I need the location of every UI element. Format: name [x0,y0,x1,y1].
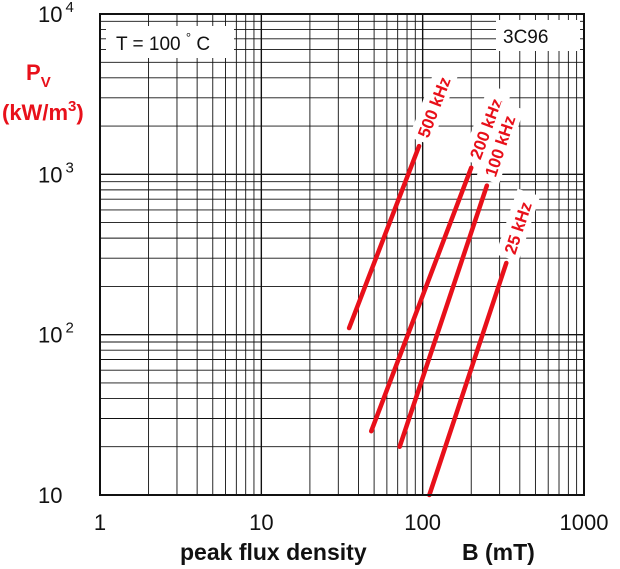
x-axis-label-right: B (mT) [462,539,535,565]
series-line [346,143,422,331]
series-line [427,260,509,498]
y-tick-base: 10 [38,2,62,27]
y-tick-exponent: 3 [65,159,73,176]
series-label: 500 kHz [414,74,454,140]
y-tick-base: 10 [38,483,62,508]
x-tick-label: 1000 [560,510,609,535]
y-axis-label-symbol: PV [26,60,51,91]
y-tick-base: 10 [38,162,62,187]
series-label-background [495,188,541,262]
y-tick-label: 10 [38,483,62,508]
plot-frame [99,13,585,496]
series-label-background [476,101,524,185]
temperature-unit-c: C [196,34,210,55]
y-tick-base: 10 [38,323,62,348]
y-tick-exponent: 4 [65,0,73,16]
temperature-text: T = 100 ° C [116,26,210,55]
y-symbol-p: P [26,60,41,85]
annotation-background [106,26,234,58]
y-tick-label: 10 2 [38,320,74,348]
x-tick-label: 10 [249,510,273,535]
chart-title: 3C96 [503,27,548,48]
y-symbol-sub: V [41,74,51,91]
y-tick-label: 10 3 [38,159,74,187]
y-tick-exponent: 2 [65,320,73,337]
y-unit-close: ) [76,100,83,125]
series-label-background [408,63,460,146]
temperature-value: T = 100 [116,34,181,55]
y-unit-main: (kW/m [2,100,68,125]
x-tick-label: 1 [94,510,106,535]
material-title: 3C96 [496,20,580,51]
temperature-annotation: T = 100 ° C [106,26,234,58]
series-label-background [461,84,512,167]
series-label-group: 500 kHz [408,63,460,146]
temperature-unit-degree: ° [186,30,191,45]
y-axis-label: PV (kW/m3) [2,60,84,125]
x-axis-label-left: peak flux density [180,539,367,565]
series-line [397,183,490,449]
series-line [368,165,474,434]
title-background [496,20,580,51]
x-tick-label: 100 [404,510,441,535]
y-axis-label-unit: (kW/m3) [2,98,84,125]
y-unit-exp: 3 [68,98,76,115]
y-tick-label: 10 4 [38,0,74,27]
